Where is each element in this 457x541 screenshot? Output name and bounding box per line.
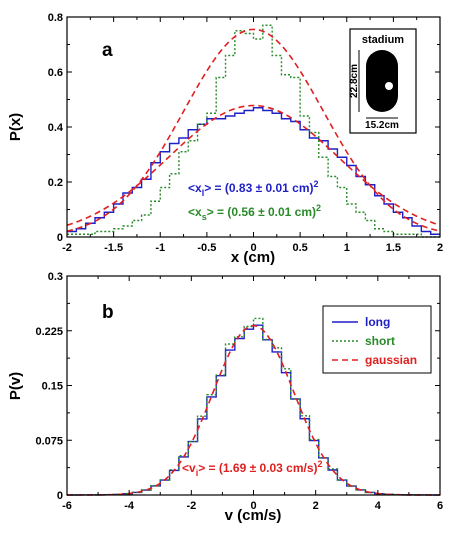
b-xtick-label: 4 <box>375 500 382 512</box>
a-xtick-label: 1 <box>344 242 350 254</box>
b-ytick-label: 0.075 <box>35 435 63 447</box>
a-xtick-label: 0 <box>250 242 256 254</box>
anno-v-post: 2 <box>318 459 323 469</box>
legend: long short gaussian <box>322 305 432 374</box>
b-xtick-label: 2 <box>313 500 319 512</box>
a-xtick-label: -1 <box>155 242 165 254</box>
panel-a-gaussian-1 <box>66 28 441 232</box>
a-ytick-label: 0 <box>57 232 63 244</box>
b-xtick-label: 6 <box>437 500 443 512</box>
panel-b-label: b <box>102 302 114 323</box>
b-xtick-label: -4 <box>124 500 135 512</box>
a-ytick-label: 0.6 <box>48 67 63 79</box>
legend-label-short: short <box>365 334 395 348</box>
b-ytick-label: 0 <box>57 490 63 502</box>
panel-a: -2 -1.5 -1 -0.5 0 0.5 1 1.5 2 0 0.2 0.4 0.6 0.8 a x (… <box>7 12 443 266</box>
b-ytick-label: 0.225 <box>35 326 63 338</box>
panel-b-ticks: -6 -4 -2 0 2 4 6 0 0.075 0.15 0.225 0.3 <box>35 271 443 512</box>
b-xtick-label: 0 <box>250 500 256 512</box>
panel-a-series <box>66 24 441 238</box>
a-ytick-label: 0.8 <box>48 12 63 24</box>
b-xtick-label: -2 <box>186 500 196 512</box>
panel-a-xlabel: x (cm) <box>231 249 275 266</box>
a-ytick-label: 0.2 <box>48 177 63 189</box>
annotation-long-variance: <xl> = (0.83 ± 0.01 cm)2 <box>188 179 319 198</box>
panel-a-ticks: -2 -1.5 -1 -0.5 0 0.5 1 1.5 2 0 0.2 0.4 0.6 0.8 <box>48 12 443 254</box>
panel-b-ylabel: P(v) <box>7 372 24 400</box>
anno-v-pre: <v <box>182 461 196 475</box>
b-ytick-label: 0.3 <box>48 271 63 283</box>
a-xtick-label: 1.5 <box>386 242 401 254</box>
panel-a-series-long <box>67 107 440 235</box>
legend-label-long: long <box>365 315 390 329</box>
anno-v-mid: > = (1.69 ± 0.03 cm/s) <box>198 461 317 475</box>
anno-s-post: 2 <box>316 203 321 213</box>
panel-a-gaussian-0 <box>66 104 441 226</box>
inset-title: stadium <box>362 34 404 46</box>
b-ytick-label: 0.15 <box>42 381 63 393</box>
legend-label-gaussian: gaussian <box>365 353 417 367</box>
panel-b-xlabel: v (cm/s) <box>225 507 282 524</box>
a-ytick-label: 0.4 <box>48 122 64 134</box>
panel-a-ylabel: P(x) <box>7 113 24 141</box>
panel-a-series-short <box>67 24 440 238</box>
annotation-velocity-variance: <vi> = (1.69 ± 0.03 cm/s)2 <box>182 459 323 478</box>
annotation-short-variance: <xs> = (0.56 ± 0.01 cm)2 <box>188 203 321 222</box>
inset-height-label: 22.8cm <box>349 64 360 98</box>
inset-width-label: 15.2cm <box>365 120 399 131</box>
a-xtick-label: -2 <box>62 242 72 254</box>
anno-l-pre: <x <box>188 181 202 195</box>
a-xtick-label: 0.5 <box>292 242 307 254</box>
panel-a-label: a <box>102 40 113 61</box>
anno-v-sub: i <box>196 468 199 478</box>
legend-frame <box>322 305 432 374</box>
a-xtick-label: -0.5 <box>197 242 216 254</box>
anno-l-sub: l <box>202 188 205 198</box>
anno-l-mid: > = (0.83 ± 0.01 cm) <box>204 181 313 195</box>
anno-s-mid: > = (0.56 ± 0.01 cm) <box>207 205 316 219</box>
a-xtick-label: 2 <box>437 242 443 254</box>
stadium-shape <box>366 50 398 112</box>
stadium-inset: stadium 22.8cm 15.2cm <box>349 28 417 134</box>
a-xtick-label: -1.5 <box>104 242 123 254</box>
anno-l-post: 2 <box>314 179 319 189</box>
b-xtick-label: -6 <box>62 500 72 512</box>
anno-s-sub: s <box>202 212 207 222</box>
particle-dot <box>385 82 393 90</box>
anno-s-pre: <x <box>188 205 202 219</box>
